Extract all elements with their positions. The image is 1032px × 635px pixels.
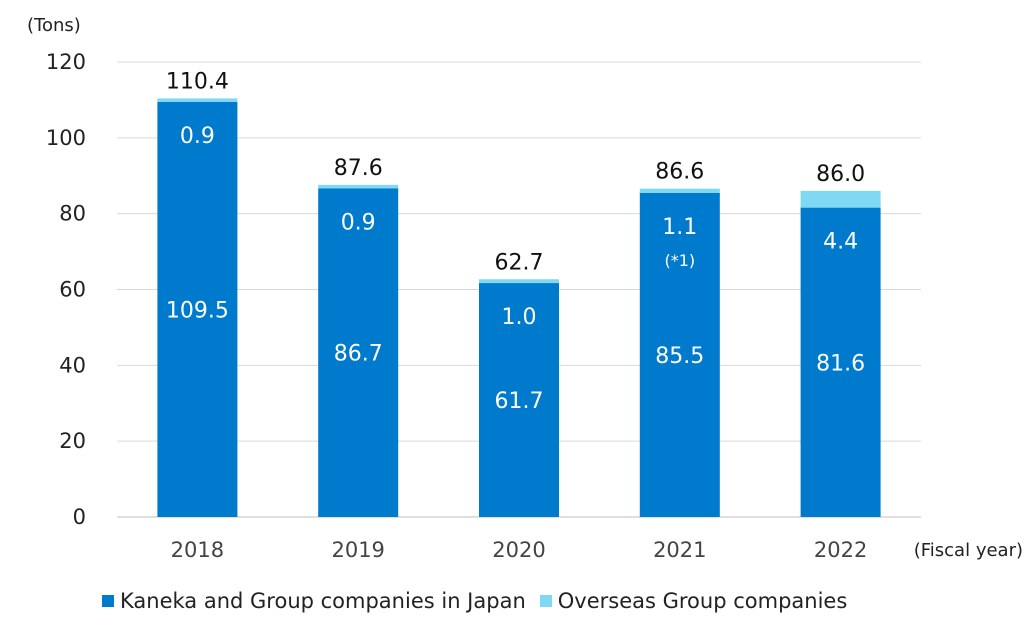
x-tick-label: 2021 <box>653 538 706 562</box>
bars <box>157 98 881 517</box>
total-label: 86.0 <box>816 162 865 187</box>
legend-item-japan: Kaneka and Group companies in Japan <box>102 589 526 613</box>
x-tick-label: 2019 <box>331 538 384 562</box>
x-tick-label: 2018 <box>171 538 224 562</box>
total-label: 110.4 <box>166 69 229 94</box>
legend-label-overseas: Overseas Group companies <box>557 589 848 613</box>
footnote-annotation: (*1) <box>664 251 695 270</box>
bar-overseas <box>800 190 881 208</box>
x-tick-label: 2022 <box>814 538 867 562</box>
japan-value-label: 86.7 <box>334 342 383 367</box>
bar-overseas <box>157 98 238 102</box>
bar-overseas <box>639 188 720 193</box>
chart-svg: (Tons) 0 20 40 60 80 100 120 2018 2019 2020 2021 202… <box>27 15 1023 562</box>
overseas-value-label: 4.4 <box>823 230 858 255</box>
y-axis-unit-label: (Tons) <box>27 15 81 36</box>
japan-value-label: 61.7 <box>495 389 544 414</box>
legend-swatch-japan <box>102 595 114 607</box>
bar-japan <box>318 188 399 517</box>
bar-japan <box>800 207 881 517</box>
y-tick-label: 120 <box>46 50 86 74</box>
y-tick-label: 60 <box>59 278 86 302</box>
total-label: 86.6 <box>655 160 704 185</box>
x-axis-unit-label: (Fiscal year) <box>914 540 1023 561</box>
bar-japan <box>639 192 720 517</box>
japan-value-label: 85.5 <box>655 344 704 369</box>
y-tick-label: 100 <box>46 126 86 150</box>
total-label: 62.7 <box>495 250 544 275</box>
legend-swatch-overseas <box>539 595 552 607</box>
bar-japan <box>157 101 238 517</box>
overseas-value-label: 0.9 <box>180 124 215 149</box>
y-tick-label: 80 <box>59 202 86 226</box>
y-tick-label: 40 <box>59 353 86 377</box>
labels: 110.4 0.9 109.5 87.6 0.9 86.7 62.7 1.0 61.7 86.6 1… <box>166 69 865 414</box>
bar-overseas <box>479 279 559 284</box>
legend: Kaneka and Group companies in Japan Over… <box>102 586 861 616</box>
japan-value-label: 109.5 <box>166 298 229 323</box>
y-tick-label: 20 <box>59 429 86 453</box>
legend-item-overseas: Overseas Group companies <box>539 589 848 613</box>
bar-overseas <box>318 184 399 189</box>
overseas-value-label: 1.0 <box>502 305 537 330</box>
axes: (Tons) 0 20 40 60 80 100 120 2018 2019 2020 2021 202… <box>27 15 1023 562</box>
japan-value-label: 81.6 <box>816 351 865 376</box>
total-label: 87.6 <box>334 156 383 181</box>
x-tick-label: 2020 <box>492 538 545 562</box>
legend-label-japan: Kaneka and Group companies in Japan <box>120 589 526 613</box>
bar-japan <box>479 283 559 517</box>
overseas-value-label: 1.1 <box>662 215 697 240</box>
overseas-value-label: 0.9 <box>341 210 376 235</box>
y-tick-label: 0 <box>73 505 86 529</box>
